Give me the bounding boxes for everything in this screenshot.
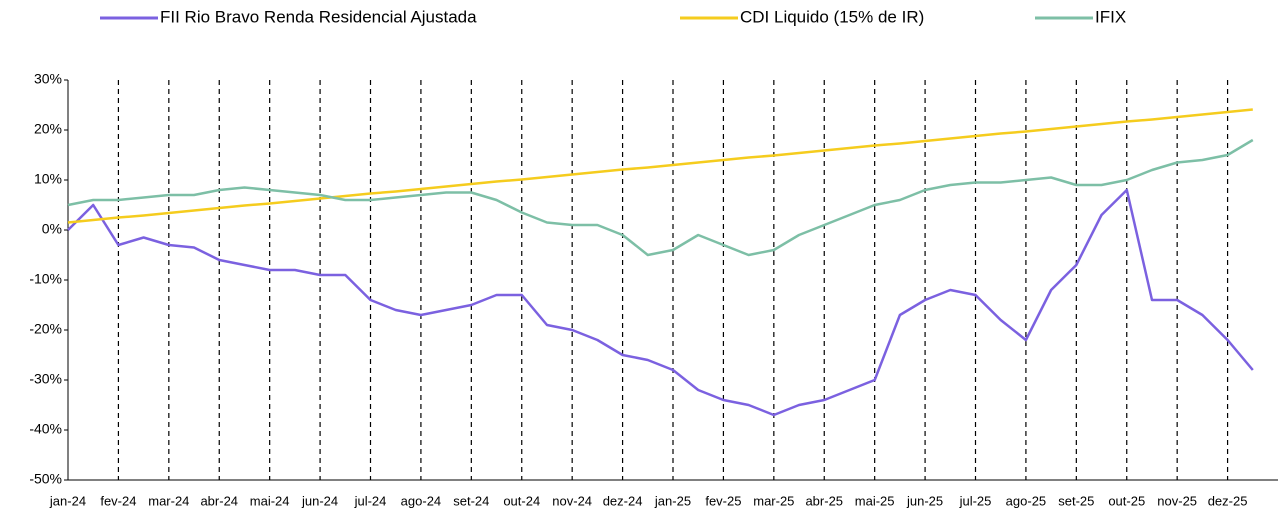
y-tick-label: -30% xyxy=(29,371,62,387)
x-tick-label: ago-24 xyxy=(401,493,441,508)
series-line xyxy=(67,138,1254,257)
y-tick-label: -50% xyxy=(29,471,62,487)
y-tick-label: 10% xyxy=(34,171,62,187)
x-tick-label: dez-25 xyxy=(1208,493,1248,508)
x-tick-label: ago-25 xyxy=(1006,493,1046,508)
x-tick-label: mar-25 xyxy=(753,493,794,508)
x-tick-label: jan-25 xyxy=(654,493,691,508)
x-tick-label: fev-25 xyxy=(705,493,741,508)
legend-label: FII Rio Bravo Renda Residencial Ajustada xyxy=(160,7,477,26)
y-tick-label: 30% xyxy=(34,71,62,87)
x-tick-label: mai-25 xyxy=(855,493,895,508)
series-line xyxy=(67,108,1253,224)
x-tick-label: out-24 xyxy=(503,493,540,508)
x-tick-label: set-24 xyxy=(453,493,489,508)
y-tick-label: 20% xyxy=(34,121,62,137)
x-tick-label: jun-25 xyxy=(906,493,943,508)
x-tick-label: nov-25 xyxy=(1157,493,1197,508)
legend-label: IFIX xyxy=(1095,7,1126,26)
y-tick-label: -10% xyxy=(29,271,62,287)
legend-label: CDI Liquido (15% de IR) xyxy=(740,7,924,26)
x-tick-label: jun-24 xyxy=(301,493,338,508)
x-tick-label: abr-24 xyxy=(200,493,238,508)
y-tick-label: -20% xyxy=(29,321,62,337)
x-tick-label: jul-24 xyxy=(354,493,387,508)
x-tick-label: nov-24 xyxy=(552,493,592,508)
x-tick-label: mai-24 xyxy=(250,493,290,508)
x-tick-label: jan-24 xyxy=(49,493,86,508)
x-tick-label: dez-24 xyxy=(603,493,643,508)
y-tick-label: -40% xyxy=(29,421,62,437)
x-tick-label: set-25 xyxy=(1058,493,1094,508)
x-tick-label: out-25 xyxy=(1108,493,1145,508)
series-line xyxy=(67,188,1254,417)
x-tick-label: mar-24 xyxy=(148,493,189,508)
y-tick-label: 0% xyxy=(42,221,62,237)
x-tick-label: abr-25 xyxy=(805,493,843,508)
x-tick-label: fev-24 xyxy=(100,493,136,508)
x-tick-label: jul-25 xyxy=(959,493,992,508)
